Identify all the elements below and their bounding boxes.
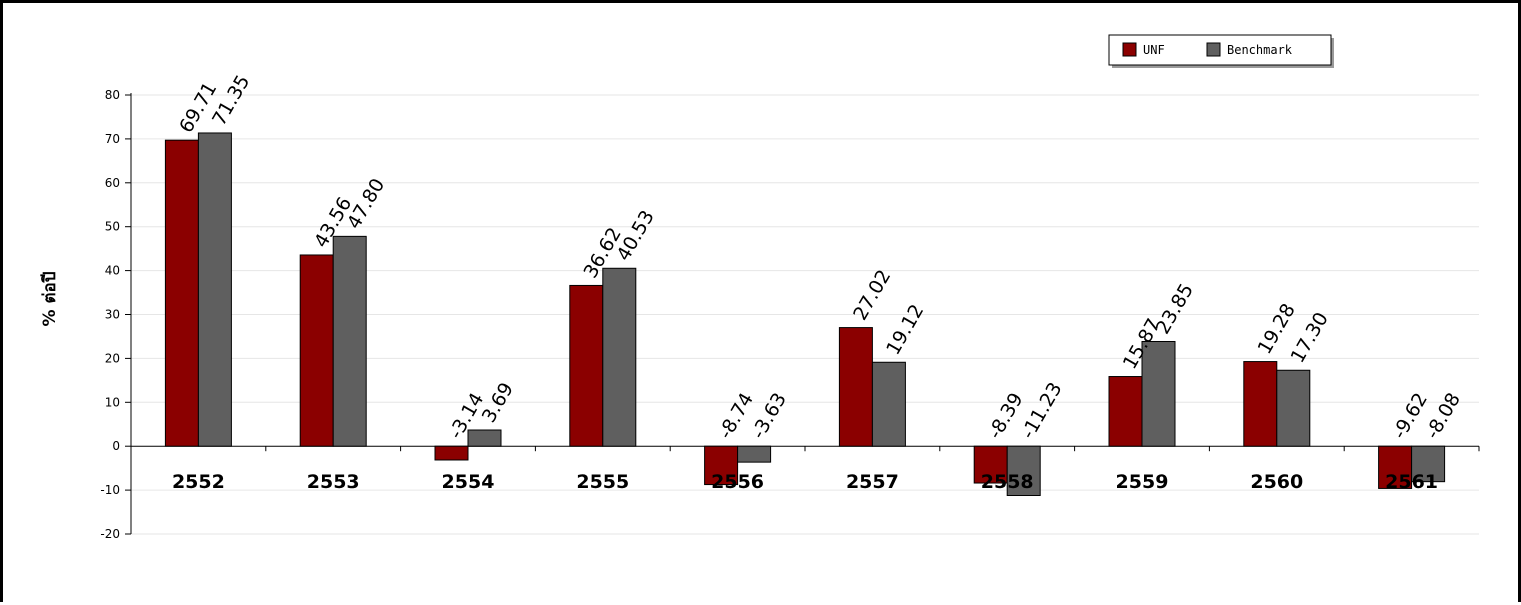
data-label: 27.02 <box>849 266 895 324</box>
y-tick-label: -10 <box>100 483 120 497</box>
y-axis-title: % ต่อปี <box>39 271 60 326</box>
legend-label: Benchmark <box>1227 43 1293 57</box>
bar-benchmark-2552 <box>197 132 232 447</box>
x-tick-label: 2553 <box>307 471 360 493</box>
bar-benchmark-2557 <box>871 361 906 447</box>
category-labels: 2552 2553 2554 2555 2556 2557 2558 2559 2560 2561 <box>172 471 1438 493</box>
bar-benchmark-2554 <box>467 429 502 447</box>
bar-unf-2554 <box>434 445 469 461</box>
y-tick-label: 0 <box>112 439 120 453</box>
x-tick-label: 2552 <box>172 471 225 493</box>
bar-benchmark-2556 <box>737 445 772 463</box>
bar-unf-2559 <box>1108 376 1143 447</box>
bar-benchmark-2553 <box>332 235 367 447</box>
legend: UNF Benchmark <box>1108 34 1334 68</box>
bar-benchmark-2555 <box>602 267 637 447</box>
data-label: 19.12 <box>882 301 928 359</box>
x-tick-label: 2557 <box>846 471 899 493</box>
y-tick-label: 60 <box>105 176 120 190</box>
bar-unf-2553 <box>299 254 334 447</box>
data-label: -3.63 <box>747 389 791 443</box>
legend-swatch-benchmark <box>1206 42 1221 57</box>
x-tick-label: 2560 <box>1250 471 1303 493</box>
y-tick-label: 30 <box>105 308 120 322</box>
bar-unf-2557 <box>838 327 873 447</box>
x-tick-label: 2554 <box>442 471 495 493</box>
bar-benchmark-2558 <box>1006 445 1041 496</box>
bar-unf-2561 <box>1378 445 1413 489</box>
data-label: -11.23 <box>1017 379 1067 443</box>
legend-swatch-unf <box>1122 42 1137 57</box>
x-tick-label: 2558 <box>981 471 1034 493</box>
data-label: 23.85 <box>1152 280 1198 338</box>
x-tick-label: 2559 <box>1116 471 1169 493</box>
bar-unf-2552 <box>164 139 199 447</box>
bar-unf-2555 <box>569 284 604 447</box>
bar-benchmark-2561 <box>1411 445 1446 483</box>
x-tick-label: 2561 <box>1385 471 1438 493</box>
y-tick-label: 70 <box>105 132 120 146</box>
bar-benchmark-2560 <box>1276 369 1311 447</box>
bar-unf-2558 <box>973 445 1008 484</box>
y-tick-label: 20 <box>105 351 120 365</box>
y-tick-label: 40 <box>105 264 120 278</box>
bar-unf-2556 <box>704 445 739 486</box>
y-tick-label: -20 <box>100 527 120 541</box>
legend-label: UNF <box>1143 43 1165 57</box>
x-tick-label: 2556 <box>711 471 764 493</box>
y-tick-label: 10 <box>105 395 120 409</box>
x-tick-label: 2555 <box>576 471 629 493</box>
bar-unf-2560 <box>1243 361 1278 447</box>
y-tick-label: 50 <box>105 220 120 234</box>
bars <box>164 132 1446 496</box>
y-tick-label: 80 <box>105 88 120 102</box>
data-label: -8.08 <box>1421 389 1465 443</box>
bar-benchmark-2559 <box>1141 340 1176 447</box>
